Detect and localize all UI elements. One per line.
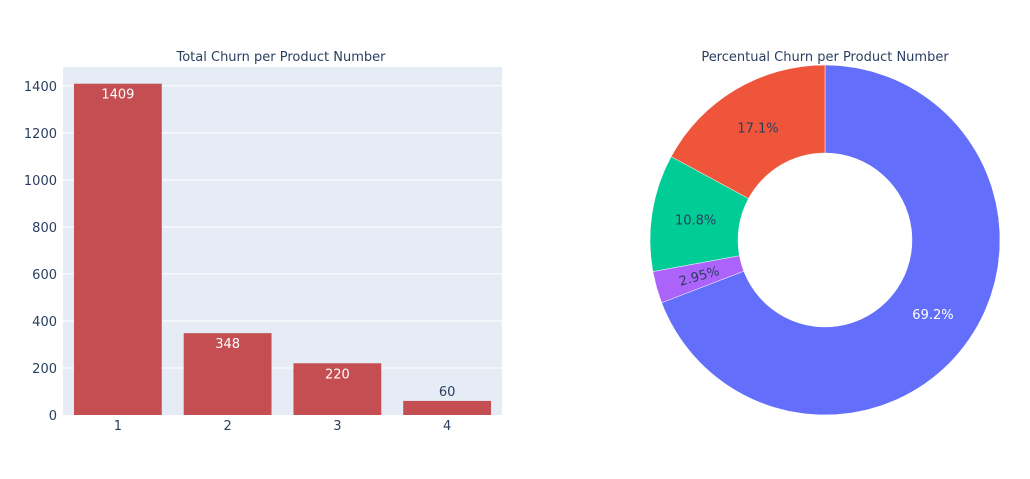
donut-chart: 69.2%2.95%10.8%17.1% Percentual Churn pe… xyxy=(649,50,1001,416)
donut-chart-title: Percentual Churn per Product Number xyxy=(701,50,949,65)
bar-data-labels: 1409 348 220 60 xyxy=(101,88,455,400)
bar-data-label: 60 xyxy=(439,385,456,400)
bar-data-label: 220 xyxy=(325,367,350,382)
bar-data-label: 348 xyxy=(215,337,240,352)
y-tick-label: 0 xyxy=(49,409,57,424)
x-tick-label: 4 xyxy=(443,419,451,434)
slice-label: 10.8% xyxy=(675,213,716,228)
bar xyxy=(293,363,382,415)
donut-slices xyxy=(649,64,1001,416)
x-axis-ticks: 1 2 3 4 xyxy=(114,419,452,434)
donut-slice xyxy=(661,64,1001,416)
bar-data-label: 1409 xyxy=(101,88,134,103)
bar xyxy=(403,400,492,415)
slice-label: 69.2% xyxy=(912,308,953,323)
y-tick-label: 1200 xyxy=(24,127,57,142)
slice-label: 17.1% xyxy=(737,121,778,136)
x-tick-label: 2 xyxy=(223,419,231,434)
y-tick-label: 400 xyxy=(32,315,57,330)
y-tick-label: 800 xyxy=(32,221,57,236)
bar-chart-title: Total Churn per Product Number xyxy=(176,50,387,65)
y-tick-label: 1400 xyxy=(24,80,57,95)
bar xyxy=(73,83,162,416)
y-tick-label: 1000 xyxy=(24,174,57,189)
bar-chart: 0 200 400 600 800 1000 1200 1400 1 2 3 4 1409 348 22… xyxy=(24,50,502,434)
y-tick-label: 600 xyxy=(32,268,57,283)
bar-series xyxy=(73,83,492,416)
donut-slice xyxy=(670,64,826,199)
bar xyxy=(183,333,272,415)
y-tick-label: 200 xyxy=(32,362,57,377)
x-tick-label: 1 xyxy=(114,419,122,434)
y-axis-ticks: 0 200 400 600 800 1000 1200 1400 xyxy=(24,80,57,424)
x-tick-label: 3 xyxy=(333,419,341,434)
